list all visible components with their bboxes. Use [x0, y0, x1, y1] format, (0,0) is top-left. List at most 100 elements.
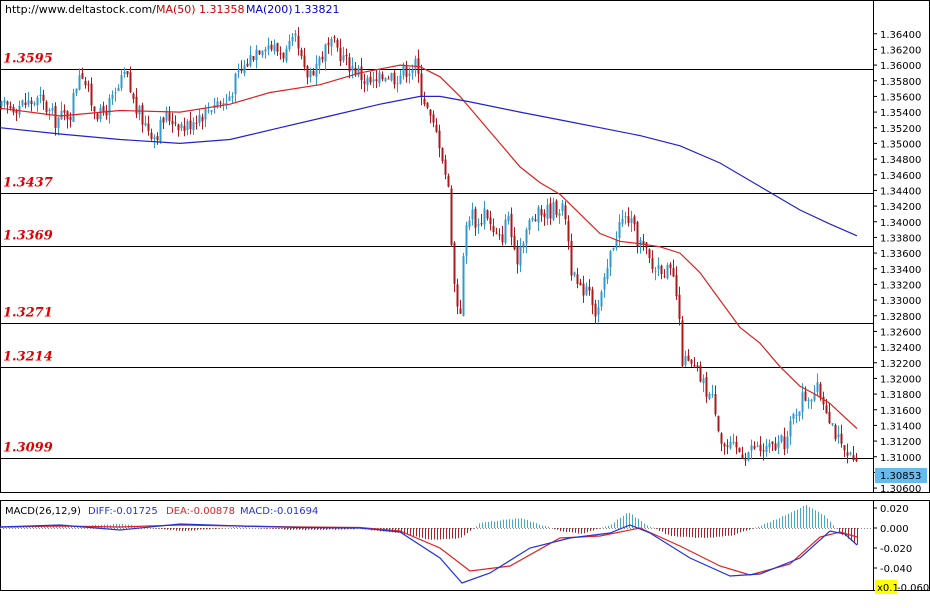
- candle-body: [186, 121, 189, 131]
- candle-body: [471, 209, 474, 220]
- candle-body: [342, 55, 345, 61]
- candle-body: [444, 159, 447, 175]
- candle-body: [33, 103, 36, 105]
- macd-diff-line: [0, 523, 858, 584]
- candle-body: [585, 286, 588, 295]
- candle-body: [621, 218, 624, 224]
- price-tick-label: 1.32600: [880, 327, 921, 338]
- candle-body: [438, 130, 441, 149]
- candle-body: [162, 117, 165, 123]
- candle-body: [348, 57, 351, 72]
- candle-body: [222, 103, 225, 106]
- candle-body: [636, 222, 639, 247]
- candle-body: [147, 123, 150, 131]
- candle-body: [513, 235, 516, 250]
- candle-body: [168, 112, 171, 122]
- header-url[interactable]: http://www.deltastock.com/: [5, 3, 156, 16]
- candle-body: [753, 446, 756, 449]
- candle-body: [171, 120, 174, 125]
- candle-body: [567, 220, 570, 242]
- price-tick-label: 1.31800: [880, 390, 921, 401]
- candle-body: [303, 55, 306, 68]
- candle-body: [675, 274, 678, 297]
- macd-dea-label: DEA:-0.00878: [166, 506, 235, 517]
- candle-body: [399, 75, 402, 84]
- candle-body: [639, 239, 642, 246]
- candle-body: [852, 455, 855, 461]
- candle-body: [558, 213, 561, 216]
- candle-body: [57, 117, 60, 129]
- candle-body: [588, 286, 591, 291]
- candle-body: [489, 217, 492, 225]
- candle-body: [225, 102, 228, 106]
- candle-body: [27, 100, 30, 105]
- candle-body: [156, 136, 159, 141]
- candle-body: [795, 414, 798, 416]
- candle-body: [393, 72, 396, 85]
- level-label: 1.3099: [3, 441, 53, 456]
- candle-body: [39, 95, 42, 97]
- candle-body: [843, 445, 846, 451]
- ma200-label: MA(200): [246, 3, 293, 16]
- candle-body: [552, 202, 555, 220]
- candle-body: [765, 445, 768, 453]
- candle-body: [579, 282, 582, 286]
- candle-body: [462, 256, 465, 316]
- candle-body: [75, 88, 78, 94]
- candle-body: [453, 242, 456, 284]
- macd-histogram: [2, 505, 858, 545]
- candle-body: [816, 382, 819, 392]
- candle-body: [741, 454, 744, 458]
- candle-body: [573, 272, 576, 276]
- candle-body: [492, 226, 495, 233]
- candle-body: [711, 393, 714, 396]
- candle-body: [369, 76, 372, 83]
- candle-body: [396, 83, 399, 85]
- candle-body: [426, 102, 429, 108]
- candle-body: [291, 36, 294, 42]
- candle-body: [141, 105, 144, 125]
- price-tick-label: 1.34000: [880, 218, 921, 229]
- candle-body: [726, 445, 729, 447]
- candle-body: [624, 216, 627, 218]
- candle-body: [360, 66, 363, 81]
- candle-body: [663, 276, 666, 278]
- price-tick-label: 1.35200: [880, 124, 921, 135]
- candle-body: [219, 102, 222, 104]
- candle-body: [666, 264, 669, 279]
- price-tick-label: 1.32400: [880, 343, 921, 354]
- candle-body: [330, 38, 333, 47]
- candle-body: [546, 204, 549, 220]
- candle-body: [270, 44, 273, 50]
- candle-body: [801, 392, 804, 413]
- candle-body: [279, 53, 282, 55]
- candle-body: [315, 64, 318, 77]
- candle-body: [450, 188, 453, 245]
- price-tick-label: 1.36200: [880, 45, 921, 56]
- candle-body: [192, 122, 195, 131]
- candle-body: [387, 78, 390, 80]
- candle-body: [819, 383, 822, 398]
- candle-body: [807, 400, 810, 402]
- candle-body: [165, 111, 168, 121]
- price-tick-label: 1.36000: [880, 61, 921, 72]
- candle-body: [771, 441, 774, 445]
- candle-body: [735, 441, 738, 448]
- candle-body: [243, 65, 246, 74]
- level-label: 1.3595: [3, 52, 53, 67]
- moving-averages: [0, 64, 858, 429]
- candle-body: [486, 210, 489, 219]
- candle-body: [216, 101, 219, 108]
- candle-body: [804, 391, 807, 401]
- price-tick-label: 1.32200: [880, 359, 921, 370]
- candle-body: [687, 355, 690, 361]
- candle-body: [63, 110, 66, 113]
- candle-body: [108, 98, 111, 115]
- candle-body: [324, 44, 327, 62]
- price-tick-label: 1.31000: [880, 453, 921, 464]
- candle-body: [114, 92, 117, 94]
- candle-body: [30, 100, 33, 105]
- level-label: 1.3437: [3, 176, 53, 191]
- candle-body: [630, 218, 633, 223]
- candle-body: [306, 66, 309, 78]
